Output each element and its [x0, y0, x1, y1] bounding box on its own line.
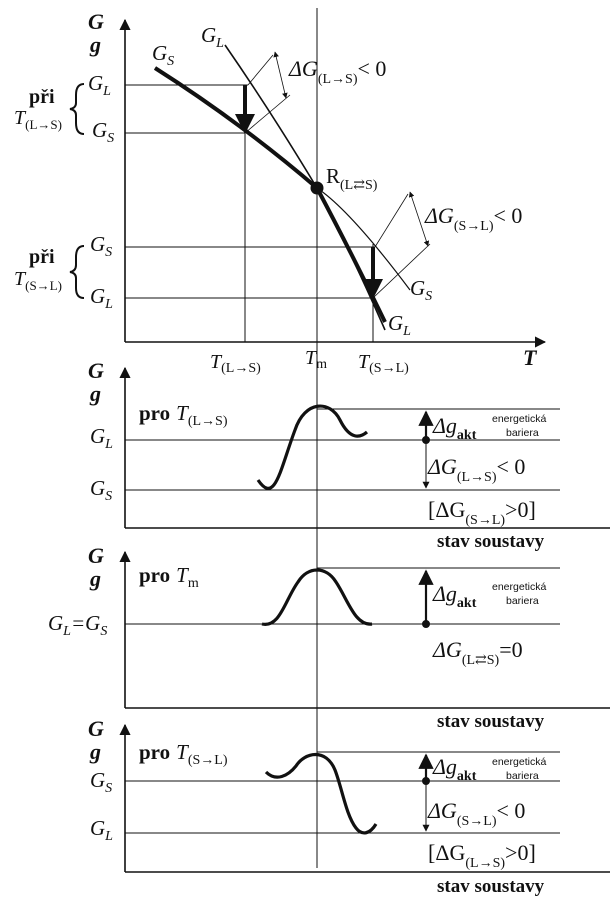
p3-axis-x-label: stav soustavy — [437, 876, 545, 897]
p3-gl-label: GL — [90, 816, 113, 844]
p2-barrier-note1: energetická — [492, 581, 546, 593]
p3-delta-label: ΔG(S→L)< 0 — [427, 798, 525, 829]
point-r-label: R(L⇄S) — [326, 164, 378, 193]
tick-tm: Tm — [305, 347, 327, 372]
delta-top-dim — [273, 51, 288, 99]
p3-barrier-note2: bariera — [506, 770, 539, 782]
panel-2 — [119, 550, 610, 709]
p1-barrier-note2: bariera — [506, 427, 539, 439]
p2-axis-g-lower: g — [89, 566, 101, 591]
p3-axis-g-upper: G — [88, 716, 104, 741]
panel-1-labels: G g pro T(L→S) GL GS Δgakt energetická ba… — [88, 358, 546, 552]
left-gs-1: GS — [92, 118, 114, 146]
p2-levels-label: GL=GS — [48, 611, 107, 639]
panel-3 — [119, 723, 610, 873]
p2-barrier-note2: bariera — [506, 595, 539, 607]
p1-axis-g-lower: g — [89, 381, 101, 406]
tick-t-ls: T(L→S) — [210, 351, 261, 376]
p3-barrier-note1: energetická — [492, 756, 546, 768]
top-axis-t: T — [523, 345, 538, 370]
delta-top-ext2 — [244, 94, 291, 134]
label-gs-start: GS — [152, 41, 174, 69]
left-gs-2: GS — [90, 232, 112, 260]
p2-barrier-label: Δgakt — [432, 581, 477, 611]
delta-bottom-label: ΔG(S→L)< 0 — [424, 203, 522, 234]
p1-reverse-label: [ΔG(S→L)>0] — [428, 497, 536, 528]
p2-axis-g-upper: G — [88, 543, 104, 568]
left-pri-2: při — [29, 246, 55, 268]
p1-barrier-label: Δgakt — [432, 413, 477, 443]
gl-thick-right — [315, 187, 387, 323]
brace-2 — [69, 245, 85, 299]
p2-energy-curve — [261, 568, 373, 626]
brace-1 — [69, 83, 85, 135]
left-t-2: T(S→L) — [14, 268, 62, 293]
delta-bottom-dim — [408, 191, 430, 247]
panel-2-labels: G g pro Tm GL=GS Δgakt energetická barier… — [48, 543, 546, 732]
p2-dot — [422, 620, 430, 628]
p2-axis-x-label: stav soustavy — [437, 711, 545, 732]
delta-top-label: ΔG(L→S)< 0 — [288, 56, 386, 87]
delta-bottom-ext1 — [374, 193, 409, 248]
p1-title: pro T(L→S) — [139, 401, 228, 429]
left-gl-1: GL — [88, 71, 111, 99]
p1-energy-curve — [256, 404, 369, 490]
p1-axis-g-upper: G — [88, 358, 104, 383]
panel-1 — [119, 366, 610, 529]
p3-reverse-label: [ΔG(L→S)>0] — [428, 840, 536, 871]
p3-title: pro T(S→L) — [139, 740, 228, 768]
p3-axis-g-lower: g — [89, 739, 101, 764]
p1-delta-label: ΔG(L→S)< 0 — [427, 454, 525, 485]
p1-axis-x-label: stav soustavy — [437, 531, 545, 552]
p3-energy-curve — [264, 752, 378, 835]
tick-t-sl: T(S→L) — [358, 351, 409, 376]
panel-3-labels: G g pro T(S→L) GS GL Δgakt energetická ba… — [88, 716, 546, 897]
p1-gs-label: GS — [90, 476, 112, 504]
left-pri-1: při — [29, 86, 55, 108]
top-panel-labels: G g T GS GL GS GL ΔG(L→S)< 0 ΔG(S→L)< 0 … — [14, 9, 538, 376]
label-gs-end: GS — [410, 276, 432, 304]
p2-title: pro Tm — [139, 563, 199, 591]
top-axis-g-upper: G — [88, 9, 104, 34]
delta-top-ext1 — [247, 54, 274, 86]
p3-gs-label: GS — [90, 768, 112, 796]
p2-delta-label: ΔG(L⇄S)=0 — [432, 637, 523, 668]
label-gl-start: GL — [201, 23, 224, 51]
left-gl-2: GL — [90, 284, 113, 312]
p3-barrier-label: Δgakt — [432, 754, 477, 784]
gs-thick-left — [153, 66, 319, 190]
top-axis-g-lower: g — [89, 32, 101, 57]
top-panel — [69, 8, 547, 868]
label-gl-end: GL — [388, 311, 411, 339]
p1-barrier-note1: energetická — [492, 413, 546, 425]
point-r — [310, 181, 324, 195]
delta-bottom-ext2 — [372, 243, 431, 299]
p1-gl-label: GL — [90, 424, 113, 452]
left-t-1: T(L→S) — [14, 107, 62, 132]
